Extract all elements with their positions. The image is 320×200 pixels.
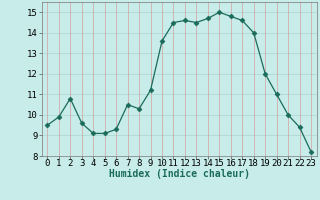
- X-axis label: Humidex (Indice chaleur): Humidex (Indice chaleur): [109, 169, 250, 179]
